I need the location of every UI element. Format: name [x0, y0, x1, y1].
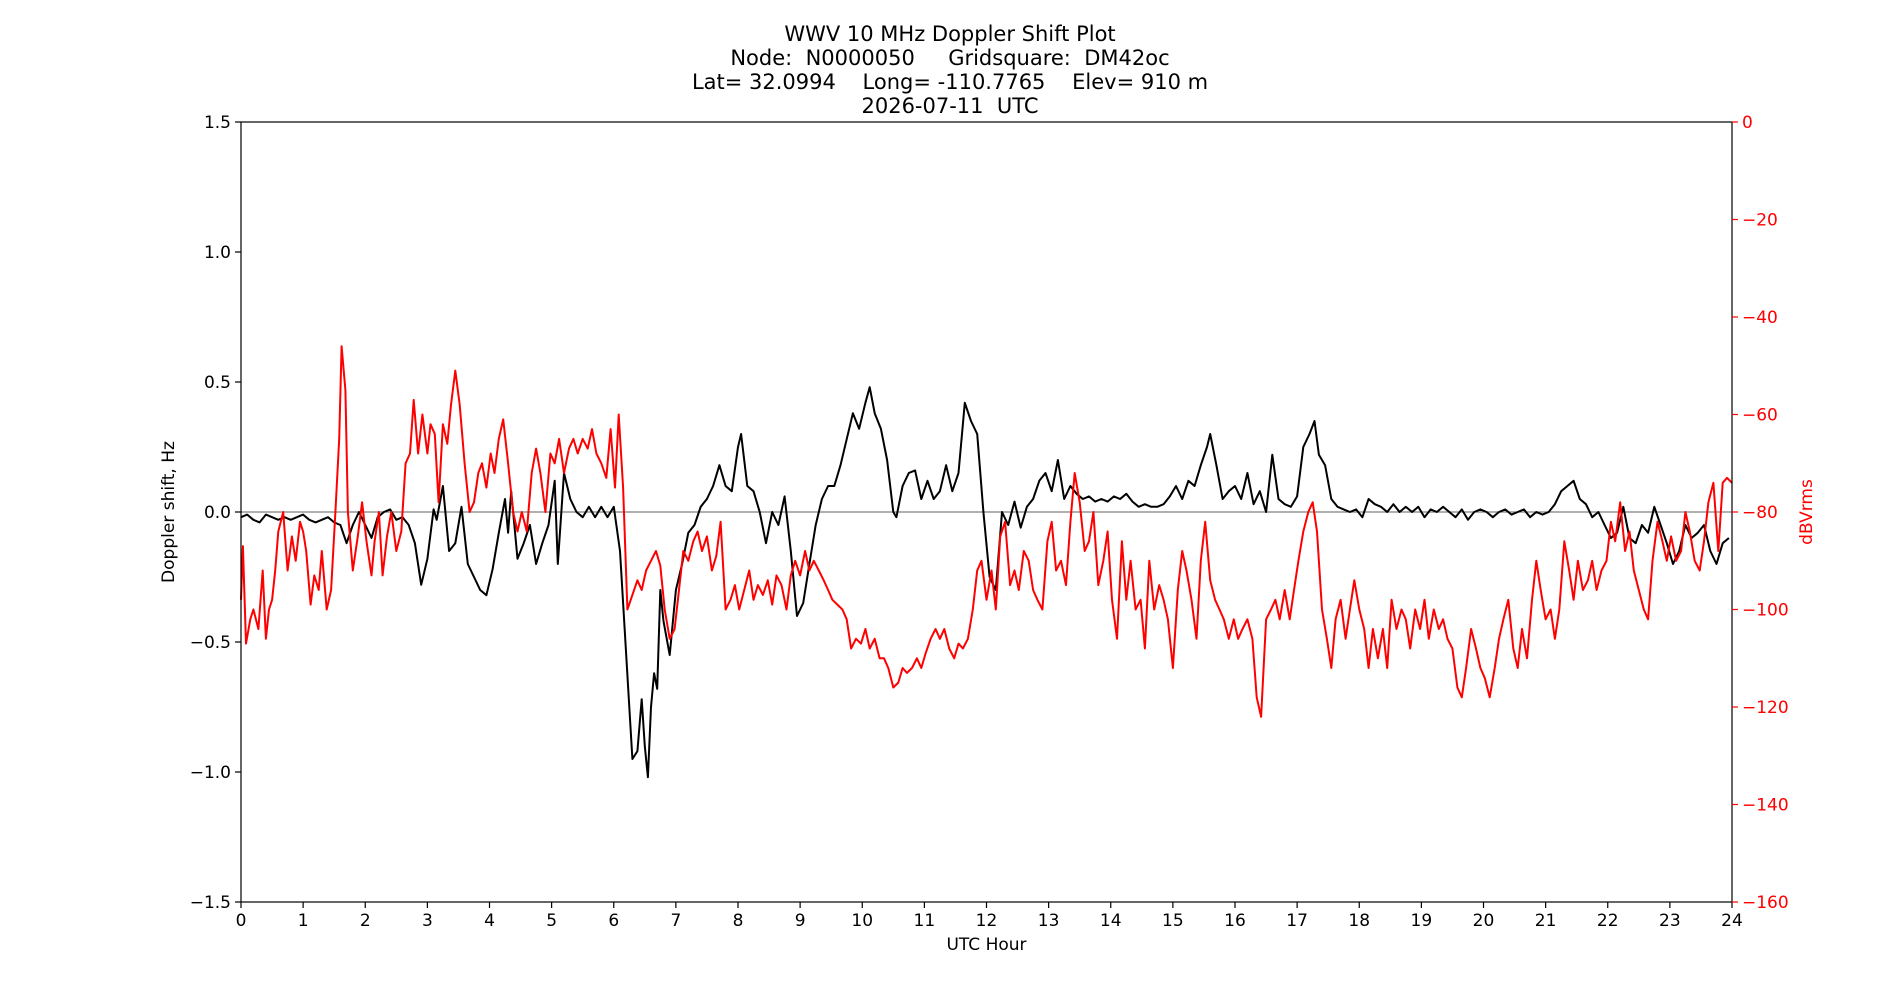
chart-subtitle-date: 2026-07-11 UTC: [861, 94, 1039, 118]
x-tick-label: 0: [236, 911, 247, 931]
y2-tick-label: −140: [1742, 796, 1789, 816]
x-tick-label: 5: [546, 911, 557, 931]
x-tick-label: 4: [484, 911, 495, 931]
x-tick-label: 13: [1038, 911, 1060, 931]
x-tick-label: 12: [976, 911, 998, 931]
y2-tick-label: −60: [1742, 406, 1778, 426]
y2-tick-label: −160: [1742, 893, 1789, 913]
x-tick-label: 9: [795, 911, 806, 931]
y2-axis-ticks: 0 −20 −40 −60 −80 −100 −120 −140 −160: [1732, 113, 1789, 913]
x-tick-label: 18: [1348, 911, 1370, 931]
y2-axis-title: dBVrms: [1797, 479, 1817, 545]
y2-tick-label: −20: [1742, 211, 1778, 231]
x-tick-label: 23: [1659, 911, 1681, 931]
x-tick-label: 11: [914, 911, 936, 931]
x-tick-label: 20: [1473, 911, 1495, 931]
chart-subtitle-location: Lat= 32.0994 Long= -110.7765 Elev= 910 m: [691, 70, 1209, 94]
x-axis-title: UTC Hour: [946, 935, 1026, 955]
y2-tick-label: −80: [1742, 503, 1778, 523]
chart-subtitle-node: Node: N0000050 Gridsquare: DM42oc: [730, 46, 1170, 70]
x-tick-label: 17: [1286, 911, 1308, 931]
y-tick-label: −1.0: [190, 763, 231, 783]
x-tick-label: 14: [1100, 911, 1122, 931]
x-tick-label: 8: [733, 911, 744, 931]
x-tick-label: 15: [1162, 911, 1184, 931]
series-layer: [240, 345, 1733, 779]
doppler-series-line: [240, 386, 1730, 779]
x-tick-label: 21: [1535, 911, 1557, 931]
y2-tick-label: −40: [1742, 308, 1778, 328]
y2-tick-label: −120: [1742, 698, 1789, 718]
y2-tick-label: −100: [1742, 601, 1789, 621]
y-axis-ticks: 1.5 1.0 0.5 0.0 −0.5 −1.0 −1.5: [190, 113, 241, 913]
x-tick-label: 10: [851, 911, 873, 931]
x-tick-label: 22: [1597, 911, 1619, 931]
x-tick-label: 6: [608, 911, 619, 931]
power-series-line: [240, 345, 1733, 718]
y-tick-label: −0.5: [190, 633, 231, 653]
y-tick-label: 1.5: [204, 113, 231, 133]
x-axis-ticks: 0 1 2 3 4 5 6 7 8 9 10 11 12 13 14 15 16 17 18 19 20 21 22 23 24: [236, 902, 1743, 931]
y-tick-label: 1.0: [204, 243, 231, 263]
x-tick-label: 24: [1721, 911, 1743, 931]
x-tick-label: 1: [298, 911, 309, 931]
x-tick-label: 3: [422, 911, 433, 931]
y-tick-label: 0.5: [204, 373, 231, 393]
y-tick-label: −1.5: [190, 893, 231, 913]
chart-title: WWV 10 MHz Doppler Shift Plot: [784, 22, 1116, 46]
y2-tick-label: 0: [1742, 113, 1753, 133]
x-tick-label: 16: [1224, 911, 1246, 931]
y-axis-title: Doppler shift, Hz: [159, 441, 179, 583]
x-tick-label: 19: [1411, 911, 1433, 931]
x-tick-label: 2: [360, 911, 371, 931]
y-tick-label: 0.0: [204, 503, 231, 523]
x-tick-label: 7: [670, 911, 681, 931]
